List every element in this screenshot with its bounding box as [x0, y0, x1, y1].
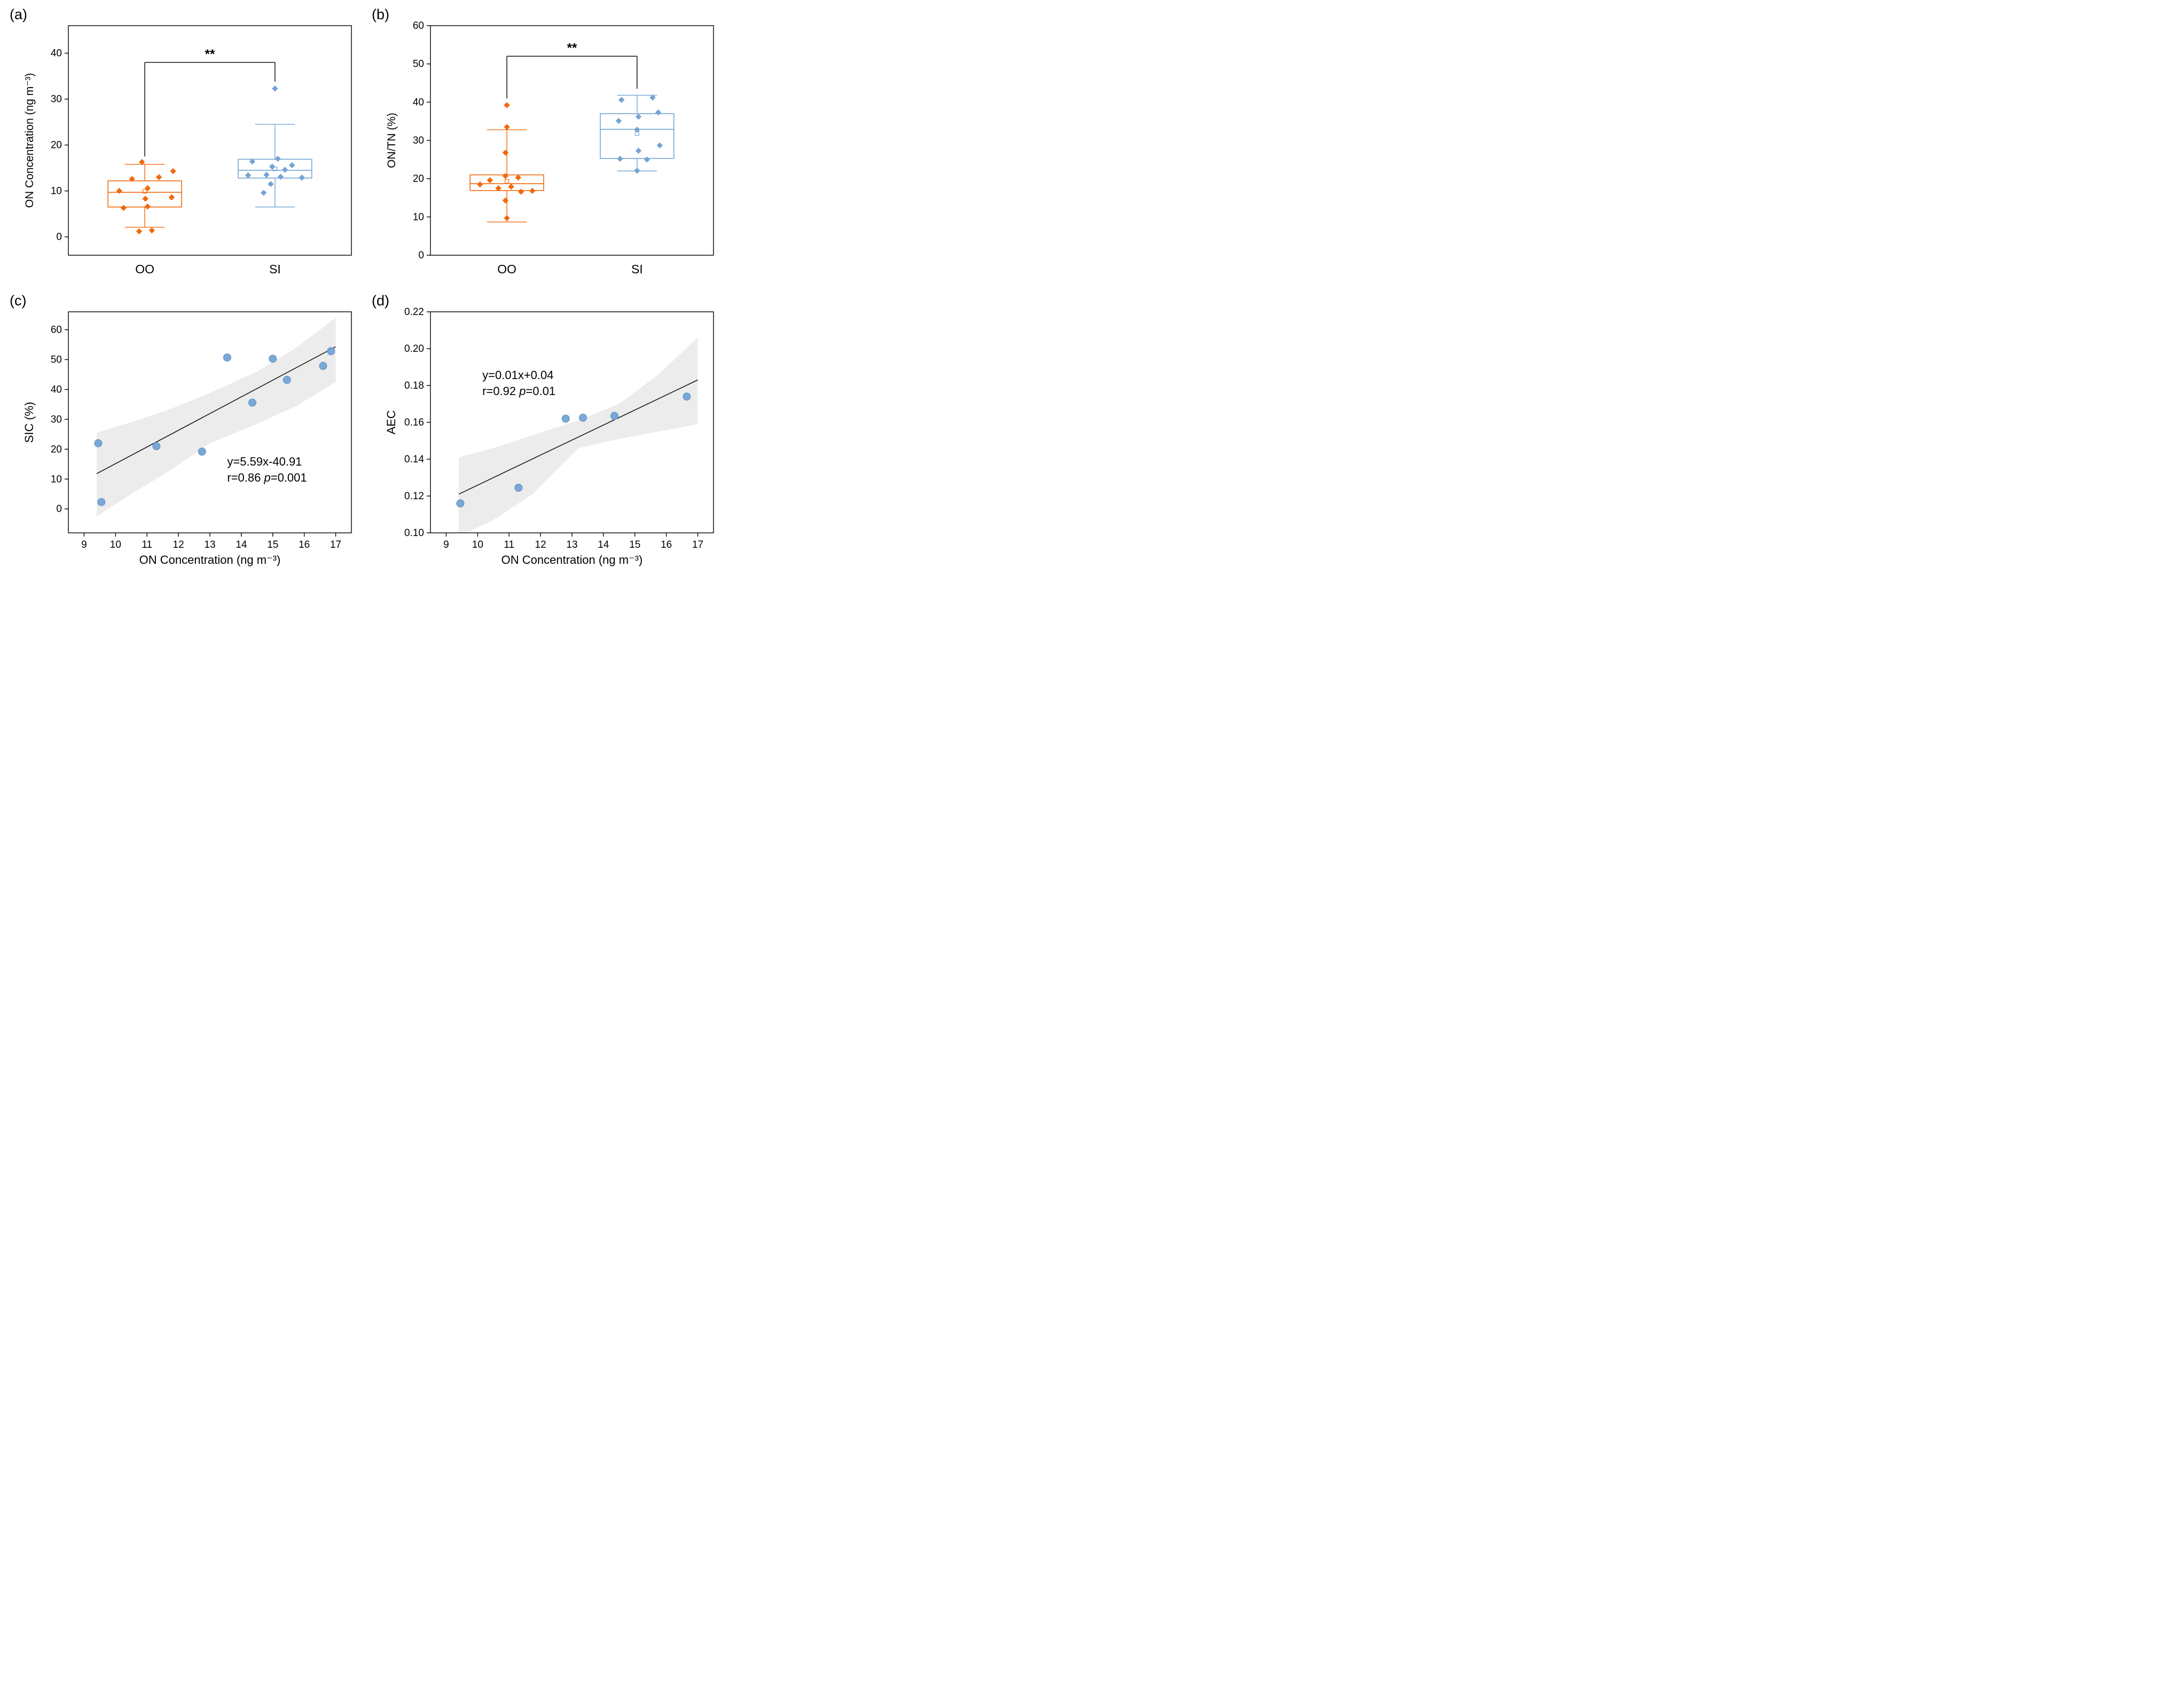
svg-text:13: 13	[566, 539, 577, 550]
svg-text:0: 0	[56, 232, 62, 243]
svg-text:0.10: 0.10	[404, 528, 424, 539]
svg-text:40: 40	[51, 48, 62, 59]
svg-text:10: 10	[413, 211, 424, 223]
svg-text:0.16: 0.16	[404, 417, 424, 428]
panel-grid: (a) 0 10 20 30 40 ON Concentration (ng m⁻³) OO…	[3, 3, 733, 576]
svg-text:30: 30	[413, 135, 424, 146]
boxplot-on-concentration: 0 10 20 30 40 ON Concentration (ng m⁻³) OO SI **	[19, 18, 361, 285]
panel-d: (d) 0.10 0.12 0.14 0.16 0.18 0.20 0.22 9 10 11 12 1…	[365, 289, 727, 576]
panel-c: (c) 0 10 20 30 40 50 60 9 10 11 12 13 14 15 16 17 ON Con…	[3, 289, 365, 576]
svg-text:9: 9	[81, 539, 87, 550]
svg-text:20: 20	[413, 174, 424, 185]
scatter-aec-vs-on: 0.10 0.12 0.14 0.16 0.18 0.20 0.22 9 10 11 12 13 14 1…	[381, 304, 723, 571]
svg-text:20: 20	[51, 444, 62, 455]
svg-text:16: 16	[299, 539, 310, 550]
svg-text:y=5.59x-40.91: y=5.59x-40.91	[227, 455, 302, 468]
panel-a-label: (a)	[10, 6, 27, 22]
figure: (a) 0 10 20 30 40 ON Concentration (ng m⁻³) OO…	[0, 0, 733, 576]
svg-text:10: 10	[472, 539, 483, 550]
panel-a: (a) 0 10 20 30 40 ON Concentration (ng m⁻³) OO…	[3, 3, 365, 289]
svg-text:60: 60	[51, 325, 62, 336]
panel-d-label: (d)	[372, 293, 389, 309]
svg-text:11: 11	[142, 539, 152, 550]
svg-text:30: 30	[51, 94, 62, 105]
svg-text:r=0.86 p=0.001: r=0.86 p=0.001	[227, 471, 307, 484]
svg-text:**: **	[205, 47, 215, 61]
scatter-sic-vs-on: 0 10 20 30 40 50 60 9 10 11 12 13 14 15 16 17 ON Concent…	[19, 304, 361, 571]
svg-text:17: 17	[330, 539, 341, 550]
svg-text:17: 17	[692, 539, 703, 550]
svg-text:12: 12	[535, 539, 546, 550]
svg-text:ON Concentration (ng m⁻³): ON Concentration (ng m⁻³)	[139, 553, 281, 566]
svg-text:9: 9	[443, 539, 449, 550]
svg-text:AEC: AEC	[385, 410, 398, 434]
svg-text:0: 0	[418, 250, 424, 261]
svg-text:SI: SI	[269, 262, 281, 276]
svg-text:SIC (%): SIC (%)	[22, 402, 36, 443]
svg-text:14: 14	[236, 539, 247, 550]
svg-text:15: 15	[629, 539, 640, 550]
svg-text:15: 15	[267, 539, 278, 550]
svg-text:y=0.01x+0.04: y=0.01x+0.04	[482, 368, 553, 382]
svg-text:10: 10	[51, 186, 62, 197]
svg-text:50: 50	[413, 59, 424, 70]
boxplot-on-tn-ratio: 0 10 20 30 40 50 60 ON/TN (%) OO SI **	[381, 18, 723, 285]
svg-text:50: 50	[51, 355, 62, 366]
svg-text:0.20: 0.20	[404, 343, 424, 355]
svg-text:0.12: 0.12	[404, 491, 424, 502]
svg-text:12: 12	[173, 539, 184, 550]
svg-text:30: 30	[51, 414, 62, 425]
svg-text:SI: SI	[631, 262, 643, 276]
svg-text:14: 14	[598, 539, 609, 550]
svg-text:60: 60	[413, 20, 424, 32]
svg-text:40: 40	[413, 97, 424, 108]
panel-c-label: (c)	[10, 293, 27, 309]
panel-b-label: (b)	[372, 6, 389, 22]
svg-text:0.18: 0.18	[404, 380, 424, 391]
svg-text:13: 13	[204, 539, 215, 550]
svg-text:10: 10	[51, 474, 62, 485]
svg-text:20: 20	[51, 140, 62, 151]
svg-text:OO: OO	[135, 262, 154, 276]
svg-text:10: 10	[110, 539, 121, 550]
svg-text:ON Concentration (ng m⁻³): ON Concentration (ng m⁻³)	[501, 553, 643, 566]
panel-b: (b) 0 10 20 30 40 50 60 ON/TN (%) OO SI **	[365, 3, 727, 289]
svg-text:OO: OO	[497, 262, 516, 276]
svg-text:11: 11	[504, 539, 514, 550]
svg-text:0: 0	[56, 503, 62, 515]
chart-svg-c: 0 10 20 30 40 50 60 9 10 11 12 13 14 15 16 17 ON Concent…	[22, 311, 352, 566]
chart-svg-d: 0.10 0.12 0.14 0.16 0.18 0.20 0.22 9 10 11 12 13 14 1…	[385, 306, 714, 566]
svg-text:0.14: 0.14	[404, 454, 424, 465]
chart-svg-b: 0 10 20 30 40 50 60 ON/TN (%) OO SI **	[386, 20, 714, 276]
svg-text:0.22: 0.22	[404, 306, 424, 318]
svg-text:ON Concentration (ng m⁻³): ON Concentration (ng m⁻³)	[23, 73, 36, 208]
svg-text:40: 40	[51, 384, 62, 395]
chart-svg-a: 0 10 20 30 40 ON Concentration (ng m⁻³) OO SI **	[23, 25, 352, 276]
svg-text:**: **	[567, 41, 577, 55]
svg-text:ON/TN (%): ON/TN (%)	[386, 113, 398, 168]
svg-text:16: 16	[661, 539, 672, 550]
svg-text:r=0.92 p=0.01: r=0.92 p=0.01	[482, 384, 555, 398]
